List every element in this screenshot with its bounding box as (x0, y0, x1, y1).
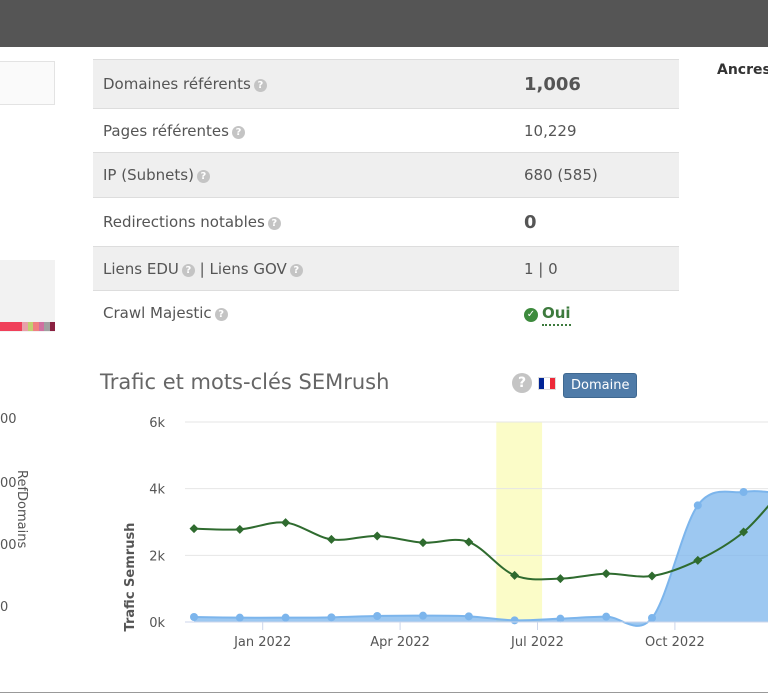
x-tick-label: Oct 2022 (645, 635, 705, 650)
row-label: Domaines référents (103, 75, 251, 93)
highlight-band (496, 422, 543, 622)
color-segment (22, 322, 28, 331)
keywords-point (601, 569, 611, 579)
traffic-point (648, 614, 656, 622)
x-tick-label: Apr 2022 (370, 635, 430, 650)
row-label-edu: Liens EDU (103, 259, 179, 278)
traffic-point (190, 613, 198, 621)
row-liens-edu-gov: Liens EDU? | Liens GOV? 1 | 0 (93, 246, 679, 290)
color-segment (44, 322, 50, 331)
keywords-point (189, 524, 199, 534)
color-segment (38, 322, 44, 331)
ancres-title: Ancres (717, 62, 768, 78)
row-label: Pages référentes (103, 121, 229, 140)
semrush-chart: 0k 2k 4k 6k Trafic Semrush Jan 2022 Apr 2022 Ju… (123, 416, 768, 650)
keywords-point (739, 527, 749, 537)
row-domaines-referents: Domaines référents? 1,006 (93, 59, 679, 108)
help-icon[interactable]: ? (289, 263, 303, 277)
row-label-separator: | (199, 259, 205, 278)
keywords-point (510, 570, 520, 580)
y-tick-label: 4k (149, 483, 165, 498)
keywords-point (281, 518, 291, 528)
help-icon[interactable]: ? (181, 263, 195, 277)
keywords-line (193, 504, 768, 581)
traffic-point (693, 501, 702, 510)
check-icon: ✓ (524, 307, 538, 322)
traffic-point (281, 613, 290, 622)
traffic-point (556, 614, 565, 623)
y-tick-label: 0k (149, 616, 165, 631)
row-value: 10,229 (524, 121, 577, 140)
color-segment (5, 322, 11, 331)
keywords-point (555, 574, 565, 584)
traffic-point (602, 612, 611, 621)
row-label: Crawl Majestic (103, 303, 212, 322)
row-label-gov: Liens GOV (209, 259, 287, 278)
keywords-point (693, 555, 703, 565)
help-icon[interactable]: ? (267, 217, 281, 230)
flag-stripe (549, 378, 555, 389)
traffic-point (327, 613, 336, 622)
left-panel-bar-area (0, 260, 55, 332)
color-segment (27, 322, 33, 331)
row-value: 1 | 0 (524, 259, 558, 278)
help-icon[interactable]: ? (214, 307, 228, 321)
x-tick-label: Jan 2022 (233, 635, 291, 650)
traffic-point (739, 488, 748, 496)
keywords-point (326, 534, 336, 544)
color-segment (11, 322, 17, 331)
left-chart-tick: 00 (0, 412, 17, 427)
keywords-point (372, 531, 382, 541)
traffic-point (419, 611, 427, 620)
top-bar (0, 0, 768, 47)
left-panel-box (0, 61, 55, 105)
row-value: 680 (585) (524, 166, 598, 184)
color-segment (0, 322, 6, 331)
domaine-button[interactable]: Domaine (563, 373, 638, 398)
keywords-point (647, 571, 657, 581)
traffic-point (373, 612, 382, 620)
keywords-point (464, 537, 474, 547)
row-label: Redirections notables (103, 213, 265, 231)
color-segment (16, 322, 22, 331)
flag-stripe (544, 378, 550, 389)
help-icon[interactable]: ? (512, 373, 532, 393)
x-tick-label: Jul 2022 (510, 635, 564, 650)
crawl-status-link[interactable]: Oui (542, 303, 571, 326)
row-label: IP (Subnets) (103, 166, 194, 184)
row-crawl-majestic: Crawl Majestic? ✓ Oui (93, 290, 679, 334)
row-redirections: Redirections notables? 0 (93, 197, 679, 246)
stats-table: Domaines référents? 1,006 Pages référent… (93, 59, 679, 334)
row-pages-referentes: Pages référentes? 10,229 (93, 108, 679, 152)
row-value: 1,006 (524, 73, 581, 95)
help-icon[interactable]: ? (253, 79, 267, 92)
france-flag-icon[interactable] (538, 377, 556, 390)
help-icon[interactable]: ? (196, 170, 210, 183)
refdomains-axis-label: RefDomains (14, 470, 29, 549)
color-segment (33, 322, 39, 331)
y-tick-label: 6k (149, 416, 165, 431)
flag-stripe (539, 378, 545, 389)
help-icon[interactable]: ? (231, 125, 245, 139)
semrush-title: Trafic et mots-clés SEMrush (100, 370, 390, 394)
traffic-point (510, 616, 519, 625)
traffic-point (235, 613, 244, 622)
traffic-area (194, 491, 768, 626)
left-chart-tick: 00 (0, 476, 17, 491)
left-chart-tick: 00 (0, 538, 17, 553)
color-segment (49, 322, 55, 331)
y-axis-label: Trafic Semrush (123, 523, 138, 632)
traffic-point (464, 612, 473, 621)
left-chart-tick: 0 (0, 600, 9, 615)
anchor-color-bar (0, 322, 55, 331)
row-ip-subnets: IP (Subnets)? 680 (585) (93, 152, 679, 197)
traffic-line (193, 490, 768, 627)
keywords-point (418, 538, 428, 548)
y-tick-label: 2k (149, 549, 165, 564)
keywords-point (235, 524, 245, 534)
divider (0, 692, 768, 693)
row-value: 0 (524, 211, 537, 233)
